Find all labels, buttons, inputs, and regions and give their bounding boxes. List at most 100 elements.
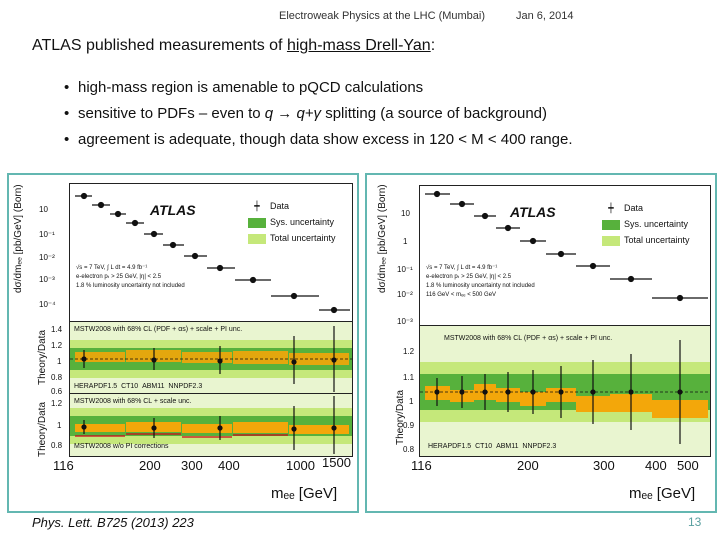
y-tick: 10⁻⁴ (39, 300, 56, 309)
y-tick: 1 (57, 421, 62, 430)
total-swatch (248, 233, 266, 244)
left-figure: dσ/dmₑₑ [pb/GeV] (Born) Theory/Data Theo… (7, 173, 359, 513)
legend-data: ┿ Data (602, 200, 690, 216)
y-tick: 0.6 (51, 387, 63, 396)
legend-sys: Sys. uncertainty (248, 214, 336, 230)
note-line: e-electron pₜ > 25 GeV, |η| < 2.5 (426, 274, 512, 280)
left-ratio1-svg (70, 326, 352, 392)
right-legend: ┿ Data Sys. uncertainty Total uncertainty (602, 200, 690, 248)
y-tick: 1.2 (51, 341, 63, 350)
citation: Phys. Lett. B725 (2013) 223 (32, 515, 194, 530)
legend-sys: Sys. uncertainty (602, 216, 690, 232)
left-x-label: mₑₑ [GeV] (271, 485, 338, 502)
y-tick: 10 (401, 209, 410, 218)
right-spectrum-svg (425, 190, 708, 302)
y-tick: 0.9 (403, 421, 415, 430)
right-figure: dσ/dmₑₑ [pb/GeV] (Born) Theory/Data ATLA… (365, 173, 717, 513)
y-tick: 10⁻¹ (39, 230, 55, 239)
legend-data-label: Data (270, 201, 290, 211)
right-cross-section-plot: ATLAS ┿ Data Sys. uncertainty Total uncer… (419, 185, 711, 327)
y-tick: 1.4 (51, 325, 63, 334)
ratio1-caption: MSTW2008 with 68% CL (PDF + αs) + scale … (74, 326, 243, 333)
left-ratio-label-2: Theory/Data (37, 401, 48, 457)
pdf-label: NNPDF2.3 (522, 443, 557, 450)
left-ratio-panel-1: MSTW2008 with 68% CL (PDF + αs) + scale … (69, 321, 353, 395)
ratio1-legend: HERAPDF1.5 CT10 ABM11 NNPDF2.3 (74, 382, 202, 391)
note-line: √s = 7 TeV, ∫ L dt = 4.9 fb⁻¹ (76, 265, 148, 271)
x-tick: 300 (593, 458, 615, 473)
y-tick: 1 (403, 237, 408, 246)
right-ratio-panel: MSTW2008 with 68% CL (PDF + αs) + scale … (419, 325, 711, 457)
ratio2-note: MSTW2008 w/o PI corrections (74, 443, 169, 450)
left-legend: ┿ Data Sys. uncertainty Total uncertainty (248, 198, 336, 246)
y-tick: 1 (409, 397, 414, 406)
right-ratio-label: Theory/Data (395, 389, 406, 445)
bullet-dot: • (64, 105, 70, 122)
note-line: 1.8 % luminosity uncertainty not include… (426, 283, 535, 289)
x-tick: 116 (53, 458, 74, 473)
y-tick: 10⁻² (39, 253, 55, 262)
left-ratio-panel-2: MSTW2008 with 68% CL + scale unc. MSTW20… (69, 393, 353, 457)
sys-swatch (248, 217, 266, 228)
left-y-label: dσ/dmₑₑ [pb/GeV] (Born) (13, 184, 24, 293)
pdf-label: NNPDF2.3 (168, 383, 203, 390)
right-x-label: mₑₑ [GeV] (629, 485, 696, 502)
title-link: high-mass Drell-Yan (286, 37, 431, 54)
bullet-text: high-mass region is amenable to pQCD cal… (78, 79, 424, 96)
left-atlas-label: ATLAS (150, 202, 196, 218)
left-spectrum-svg (75, 192, 350, 314)
bullet-text: sensitive to PDFs – even to (78, 105, 265, 122)
data-marker-icon: ┿ (608, 203, 614, 213)
note-line: e-electron pₜ > 25 GeV, |η| < 2.5 (76, 274, 162, 280)
left-ratio2-svg (70, 396, 352, 454)
bullet-text: splitting (a source of background) (321, 105, 547, 122)
legend-data-label: Data (624, 203, 644, 213)
right-ratio-caption: MSTW2008 with 68% CL (PDF + αs) + scale … (444, 335, 613, 342)
pdf-label: HERAPDF1.5 (74, 383, 118, 390)
left-ratio-label: Theory/Data (37, 329, 48, 385)
bullet-item: • agreement is adequate, though data show… (64, 132, 573, 158)
talk-title: Electroweak Physics at the LHC (Mumbai) (279, 10, 486, 22)
note-line: √s = 7 TeV, ∫ L dt = 4.9 fb⁻¹ (426, 265, 498, 271)
bullet-formula: q → q+γ (264, 105, 322, 122)
bullet-list: • high-mass region is amenable to pQCD ca… (64, 80, 573, 158)
total-swatch (602, 235, 620, 246)
legend-total-label: Total uncertainty (270, 233, 336, 243)
x-tick: 200 (517, 458, 539, 473)
x-tick: 500 (677, 458, 699, 473)
page-number: 13 (688, 515, 702, 529)
x-tick: 400 (218, 458, 240, 473)
pdf-label: CT10 (121, 383, 139, 390)
y-tick: 10⁻³ (39, 275, 55, 284)
legend-sys-label: Sys. uncertainty (624, 219, 689, 229)
talk-date: Jan 6, 2014 (516, 10, 574, 22)
left-run-notes: √s = 7 TeV, ∫ L dt = 4.9 fb⁻¹ e-electron… (76, 264, 185, 291)
sys-swatch (602, 219, 620, 230)
x-tick: 116 (411, 458, 432, 473)
y-tick: 1.2 (51, 399, 63, 408)
y-tick: 10⁻² (397, 290, 413, 299)
title-prefix: ATLAS published measurements of (32, 37, 287, 54)
right-ratio-legend: HERAPDF1.5 CT10 ABM11 NNPDF2.3 (428, 442, 556, 451)
y-tick: 10 (39, 205, 48, 214)
bullet-text: agreement is adequate, though data show … (78, 131, 573, 148)
data-marker-icon: ┿ (254, 201, 260, 211)
legend-total: Total uncertainty (248, 230, 336, 246)
pdf-label: HERAPDF1.5 (428, 443, 472, 450)
y-tick: 0.8 (403, 445, 415, 454)
left-cross-section-plot: ATLAS ┿ Data Sys. uncertainty Total uncer… (69, 183, 353, 323)
legend-total: Total uncertainty (602, 232, 690, 248)
note-line: 116 GeV < mₑₑ < 500 GeV (426, 292, 497, 298)
right-y-label: dσ/dmₑₑ [pb/GeV] (Born) (377, 184, 388, 293)
bullet-dot: • (64, 79, 70, 96)
bullet-item: • high-mass region is amenable to pQCD ca… (64, 80, 573, 106)
title-suffix: : (430, 37, 436, 54)
x-tick: 400 (645, 458, 667, 473)
note-line: 1.8 % luminosity uncertainty not include… (76, 283, 185, 289)
y-tick: 1.2 (403, 347, 415, 356)
pdf-label: CT10 (475, 443, 493, 450)
legend-data: ┿ Data (248, 198, 336, 214)
pdf-label: ABM11 (496, 443, 519, 450)
bullet-dot: • (64, 131, 70, 148)
slide-header: Electroweak Physics at the LHC (Mumbai) … (0, 10, 720, 26)
